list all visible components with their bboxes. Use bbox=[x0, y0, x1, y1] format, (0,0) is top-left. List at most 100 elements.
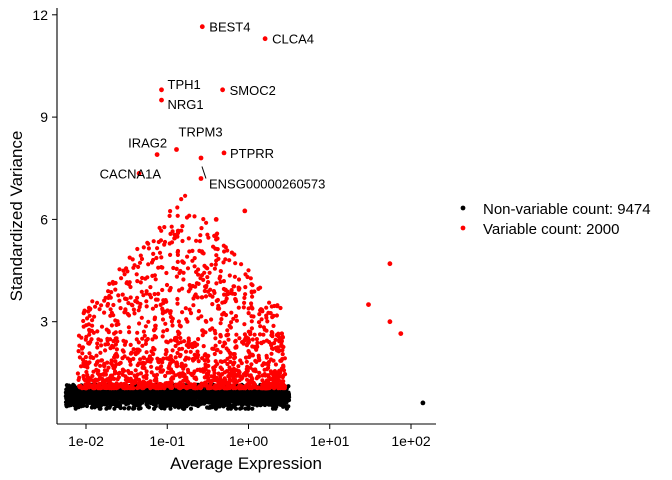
variable-point bbox=[98, 350, 103, 355]
variable-point bbox=[99, 358, 104, 363]
variable-point bbox=[258, 285, 263, 290]
variable-point bbox=[168, 354, 173, 359]
variable-point bbox=[156, 386, 161, 391]
variable-point bbox=[213, 383, 218, 388]
variable-point bbox=[103, 348, 108, 353]
top-variable-point bbox=[366, 302, 371, 307]
variable-point bbox=[178, 340, 183, 345]
nonvariable-point bbox=[184, 399, 189, 404]
variable-point bbox=[281, 364, 286, 369]
nonvariable-point bbox=[70, 395, 75, 400]
variable-point bbox=[126, 325, 131, 330]
variable-point bbox=[111, 339, 116, 344]
variable-point bbox=[141, 293, 146, 298]
gene-label: SMOC2 bbox=[230, 83, 276, 98]
nonvariable-point bbox=[122, 406, 127, 411]
nonvariable-point bbox=[254, 395, 259, 400]
variable-point bbox=[114, 347, 119, 352]
variable-point bbox=[200, 333, 205, 338]
variable-point bbox=[181, 378, 186, 383]
variable-point bbox=[99, 303, 104, 308]
variable-point bbox=[234, 345, 239, 350]
variable-point bbox=[97, 376, 103, 381]
variable-point bbox=[183, 357, 188, 362]
variable-point bbox=[219, 367, 225, 372]
nonvariable-point bbox=[276, 398, 281, 403]
variable-point bbox=[181, 270, 186, 275]
variable-point bbox=[167, 357, 172, 362]
nonvariable-point bbox=[197, 394, 202, 399]
nonvariable-point bbox=[237, 389, 242, 394]
variable-point bbox=[146, 246, 151, 251]
variable-point bbox=[221, 279, 226, 284]
variable-point bbox=[271, 358, 276, 363]
variable-point bbox=[252, 332, 257, 337]
variable-point bbox=[209, 317, 214, 322]
variable-point bbox=[229, 310, 234, 315]
variable-point bbox=[236, 305, 241, 310]
variable-point bbox=[138, 357, 143, 362]
nonvariable-point bbox=[221, 404, 226, 409]
variable-point bbox=[205, 232, 210, 237]
variable-point bbox=[113, 318, 118, 323]
variable-point bbox=[168, 361, 173, 366]
variable-point bbox=[105, 385, 110, 390]
variable-point bbox=[144, 299, 149, 304]
variable-point bbox=[148, 285, 153, 290]
variable-point bbox=[177, 331, 182, 336]
nonvariable-point bbox=[174, 403, 179, 408]
variable-point bbox=[203, 294, 209, 299]
variable-point bbox=[113, 385, 118, 390]
variable-point bbox=[188, 311, 194, 316]
variable-point bbox=[90, 318, 95, 323]
variable-point bbox=[185, 266, 191, 271]
variable-point bbox=[136, 340, 141, 345]
x-tick-label: 1e+01 bbox=[310, 433, 350, 449]
nonvariable-point bbox=[284, 400, 289, 405]
nonvariable-point bbox=[158, 401, 163, 406]
variable-point bbox=[191, 303, 196, 308]
variable-point bbox=[237, 286, 242, 291]
legend-label-nonvariable: Non-variable count: 9474 bbox=[483, 201, 651, 218]
variable-point bbox=[122, 386, 127, 391]
nonvariable-point bbox=[232, 404, 237, 409]
variable-point bbox=[227, 365, 232, 370]
variable-point bbox=[152, 292, 157, 297]
variable-point bbox=[242, 300, 247, 305]
nonvariable-point bbox=[110, 398, 115, 403]
variable-point bbox=[252, 344, 257, 349]
nonvariable-point bbox=[210, 399, 215, 404]
variable-point bbox=[214, 237, 219, 242]
variable-point bbox=[161, 383, 167, 388]
nonvariable-point bbox=[151, 402, 156, 407]
variable-point bbox=[269, 342, 274, 347]
variable-point bbox=[164, 282, 170, 288]
variable-point bbox=[81, 311, 86, 316]
nonvariable-point bbox=[69, 390, 74, 396]
nonvariable-point bbox=[259, 398, 264, 403]
variable-point bbox=[169, 224, 174, 229]
variable-point bbox=[177, 384, 182, 389]
nonvariable-point bbox=[239, 405, 244, 410]
variable-point bbox=[225, 385, 230, 391]
nonvariable-point bbox=[241, 392, 246, 397]
variable-point bbox=[132, 311, 137, 316]
variable-point bbox=[175, 350, 180, 356]
variable-point bbox=[84, 369, 89, 375]
variable-point bbox=[112, 371, 118, 376]
variable-point bbox=[225, 328, 230, 333]
variable-point bbox=[122, 368, 127, 373]
variable-point bbox=[153, 277, 158, 282]
variable-point bbox=[169, 380, 174, 385]
nonvariable-point bbox=[87, 391, 92, 396]
variable-point bbox=[141, 355, 147, 360]
variable-point bbox=[232, 274, 237, 279]
variable-point bbox=[198, 233, 203, 238]
nonvariable-point bbox=[92, 391, 97, 397]
nonvariable-point bbox=[168, 390, 173, 395]
variable-point bbox=[227, 371, 232, 376]
variable-point bbox=[186, 236, 191, 241]
variable-point bbox=[220, 312, 225, 317]
variable-point bbox=[204, 319, 209, 324]
gene-label: IRAG2 bbox=[128, 136, 167, 151]
